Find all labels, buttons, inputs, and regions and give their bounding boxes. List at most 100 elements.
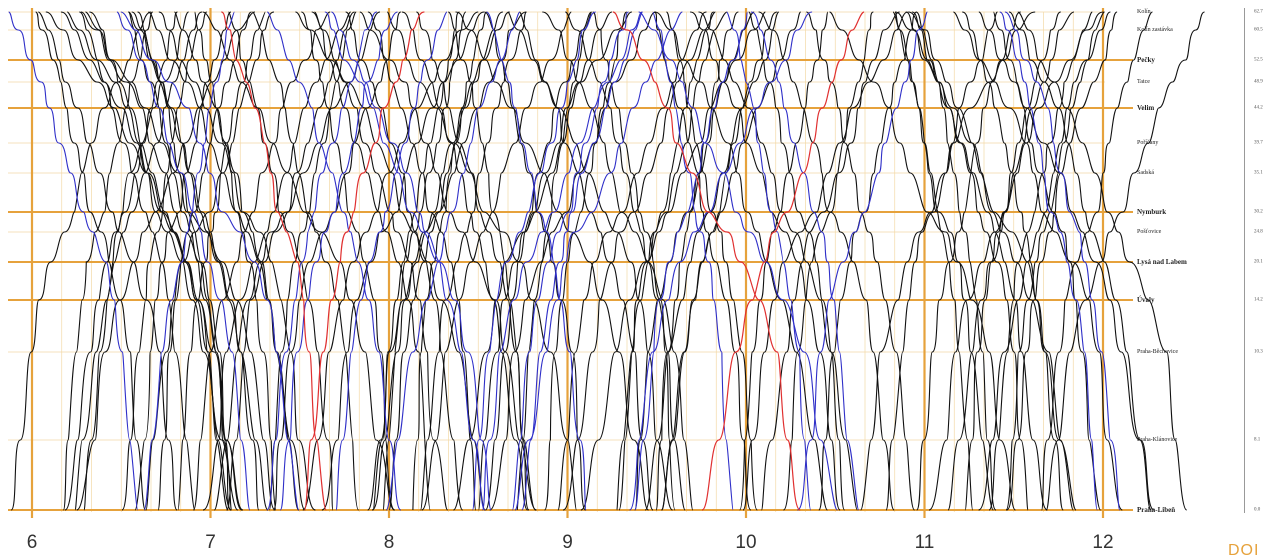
train-path (806, 11, 916, 511)
station-label: Praha-Běchovice (1137, 349, 1178, 355)
train-path (908, 11, 1074, 511)
train-path (324, 11, 492, 511)
train-path (915, 11, 997, 511)
station-label: Sadská (1137, 170, 1154, 176)
train-path (335, 11, 448, 511)
station-km: 52.5 (1254, 57, 1263, 63)
train-path (120, 11, 300, 511)
hour-label: 11 (914, 532, 935, 553)
train-path (726, 11, 812, 511)
train-path (739, 11, 829, 511)
station-label: Tatce (1137, 79, 1150, 85)
train-path (359, 11, 537, 511)
station-km: 0.0 (1254, 507, 1261, 513)
station-label: Praha-Libeň (1137, 506, 1176, 514)
train-path (148, 11, 306, 511)
train-path (421, 11, 572, 511)
train-path (521, 11, 644, 511)
km-axis-rule (1244, 8, 1245, 513)
train-path (1005, 11, 1105, 511)
station-label: Poříčany (1137, 140, 1159, 146)
train-path (999, 11, 1098, 511)
train-path (518, 11, 654, 511)
train-path (592, 11, 676, 511)
train-path (750, 11, 860, 511)
train-path (629, 11, 813, 511)
train-path (367, 11, 504, 511)
station-label: Praha-Klánovice (1137, 437, 1178, 443)
station-label: Úvaly (1137, 296, 1155, 304)
train-path (127, 11, 269, 511)
train-path (542, 11, 694, 511)
train-path (420, 11, 527, 511)
train-path (279, 11, 398, 511)
train-path (616, 11, 728, 511)
train-path (143, 11, 235, 511)
train-path (666, 11, 758, 511)
train-path (516, 11, 593, 511)
train-path (652, 11, 734, 511)
train-path (511, 11, 629, 511)
train-path (1008, 11, 1155, 511)
train-path (331, 11, 486, 511)
train-path (372, 11, 460, 511)
train-paths (8, 11, 1205, 511)
train-path (37, 11, 178, 511)
train-path (988, 11, 1093, 511)
station-label: Lysá nad Labem (1137, 258, 1187, 266)
train-path (894, 11, 1077, 511)
train-path (412, 11, 488, 511)
train-path (953, 11, 1123, 511)
hour-label: 7 (205, 532, 216, 553)
train-path (507, 11, 674, 511)
hour-label: 12 (1092, 532, 1114, 553)
train-path (116, 11, 251, 511)
station-km: 10.3 (1254, 349, 1263, 355)
train-path (416, 11, 537, 511)
station-km: 60.5 (1254, 27, 1263, 33)
station-km: 8.1 (1254, 437, 1261, 443)
train-path (489, 11, 657, 511)
train-path (303, 11, 425, 511)
train-path (266, 11, 402, 511)
station-km: 44.2 (1254, 105, 1263, 111)
train-path (60, 11, 239, 511)
train-path (158, 11, 316, 511)
train-path (758, 11, 895, 511)
train-path (371, 11, 527, 511)
train-path (137, 11, 232, 511)
station-km: 48.9 (1254, 79, 1263, 85)
train-path (64, 11, 189, 511)
train-path (268, 11, 357, 511)
train-path (8, 11, 139, 511)
station-km: 20.1 (1254, 259, 1263, 265)
train-path (62, 11, 154, 511)
train-path (83, 11, 178, 511)
station-label: Pečky (1137, 56, 1155, 64)
train-path (514, 11, 683, 511)
train-path (121, 11, 208, 511)
train-path (301, 11, 396, 511)
train-path (213, 11, 381, 511)
train-path (192, 11, 331, 511)
train-path (313, 11, 431, 511)
train-path (447, 11, 530, 511)
train-path (221, 11, 327, 511)
train-path (226, 11, 355, 511)
train-path (760, 11, 900, 511)
station-km: 62.7 (1254, 9, 1263, 15)
train-path (79, 11, 196, 511)
train-path (978, 11, 1111, 511)
train-path (272, 11, 402, 511)
train-path (928, 11, 1104, 511)
train-path (894, 11, 974, 511)
train-path (45, 11, 232, 511)
train-path (1004, 11, 1121, 511)
train-path (638, 11, 838, 511)
train-path (486, 11, 587, 511)
train-path (134, 11, 232, 511)
station-label: Velim (1137, 104, 1155, 112)
train-path (978, 11, 1152, 511)
station-km: 24.8 (1254, 229, 1263, 235)
hour-label: 9 (562, 532, 573, 553)
